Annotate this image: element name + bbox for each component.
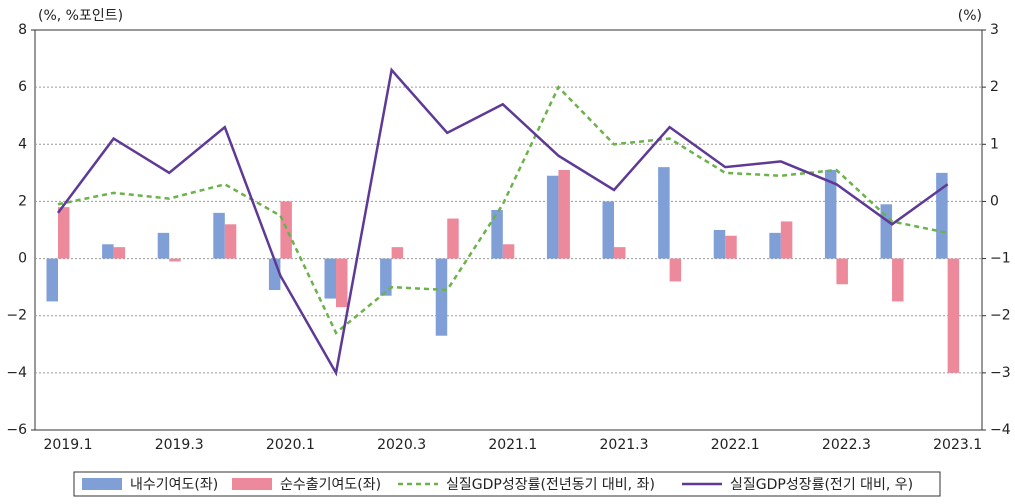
x-tick-label: 2019.3 [155,437,204,453]
bar [892,258,904,302]
bar [658,167,670,259]
y-tick-label: 4 [18,136,27,152]
y2-tick-label: −4 [990,422,1011,438]
bar [336,258,348,308]
bar [546,175,559,259]
line-series [56,67,949,377]
bar [435,258,448,336]
bar [213,212,225,259]
x-tick-label: 2020.3 [377,437,426,453]
bar [836,258,848,285]
y2-tick-label: 2 [990,79,999,95]
bar [324,258,337,299]
legend-swatch [232,478,272,490]
x-tick-label: 2021.1 [488,437,537,453]
y2-tick-label: −2 [990,308,1011,324]
x-tick-label: 2022.1 [711,437,760,453]
bar [380,258,392,296]
legend-swatch [82,478,122,490]
y-tick-label: −6 [6,422,27,438]
y-tick-label: −2 [6,308,27,324]
y2-tick-label: 1 [990,136,999,152]
bar [947,258,960,373]
y-tick-label: 2 [18,193,27,209]
x-tick-label: 2019.1 [44,437,93,453]
bar [614,247,626,259]
y-tick-label: −4 [6,365,27,381]
y2-tick-label: 3 [990,22,999,38]
plot-frame [34,29,983,431]
y2-tick-label: −3 [990,365,1011,381]
bar [157,232,170,259]
y2-tick-label: −1 [990,251,1011,267]
x-tick-label: 2021.3 [600,437,649,453]
bar [224,224,237,259]
bar [713,230,726,259]
x-tick-label: 2023.1 [933,437,982,453]
x-tick-label: 2020.1 [266,437,315,453]
bar [780,221,793,259]
y-tick-label: 8 [18,22,27,38]
legend-label: 실질GDP성장률(전기 대비, 우) [730,477,913,493]
bar [880,204,893,259]
legend-label: 순수출기여도(좌) [280,477,381,493]
legend-label: 실질GDP성장률(전년동기 대비, 좌) [446,477,655,493]
y2-axis-label: (%) [958,8,982,24]
y-tick-label: 0 [18,251,27,267]
bar [113,247,126,259]
bar [669,258,682,282]
bar [558,170,570,259]
bar [602,201,615,259]
bar [268,258,281,290]
bar [46,258,58,302]
bar [824,170,837,259]
y2-tick-label: 0 [990,193,999,209]
bar [102,244,114,259]
bar [491,210,503,259]
bar [447,218,459,259]
legend-label: 내수기여도(좌) [130,477,218,493]
y-axis-label: (%, %포인트) [38,8,123,24]
bar [58,207,70,259]
y-tick-label: 6 [18,79,27,95]
legend-box [73,471,941,497]
bar [502,244,515,259]
bar [725,235,737,259]
bar [169,258,181,262]
bar [769,232,781,259]
bar [391,247,404,259]
x-tick-label: 2022.3 [822,437,871,453]
bar [936,172,948,259]
bar [280,201,292,259]
